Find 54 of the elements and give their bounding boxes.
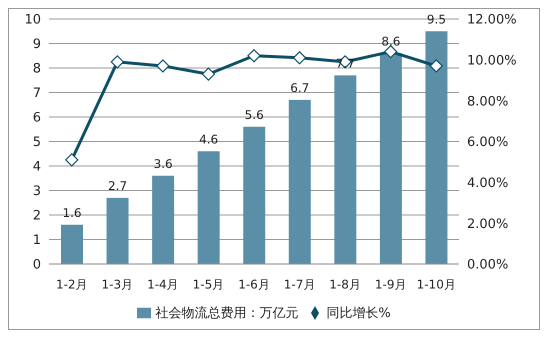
y-tick-label: 8 [32, 62, 41, 77]
data-label: 2.7 [108, 178, 128, 193]
y2-tick-label: 12.00% [467, 12, 517, 28]
data-label: 3.6 [154, 156, 173, 171]
y-tick-label: 7 [32, 86, 41, 102]
x-tick-label: 1-3月 [102, 278, 134, 292]
y-tick-label: 5 [32, 135, 41, 150]
point [110, 55, 124, 68]
y-tick-label: 1 [32, 233, 41, 248]
x-tick-label: 1-2月 [56, 278, 88, 292]
x-tick-label: 1-6月 [238, 278, 270, 292]
y2-tick-label: 4.00% [467, 176, 508, 191]
y-tick-label: 0 [32, 258, 41, 273]
bar [198, 151, 220, 264]
bar [334, 75, 356, 264]
point [292, 51, 306, 64]
bar [243, 126, 266, 264]
point [202, 68, 216, 81]
point [384, 45, 398, 58]
bar [152, 176, 174, 264]
y2-tick-label: 6.00% [467, 135, 508, 150]
bar [288, 100, 311, 264]
y2-tick-label: 8.00% [467, 94, 508, 110]
y-tick-label: 6 [32, 110, 41, 126]
x-tick-label: 1-8月 [329, 278, 361, 292]
data-label: 1.6 [62, 206, 82, 220]
y-tick-label: 9 [32, 37, 41, 52]
data-label: 8.6 [381, 34, 400, 48]
point [430, 59, 443, 73]
bar [380, 53, 402, 264]
data-label: 5.6 [244, 108, 264, 122]
x-tick-label: 1-10月 [416, 278, 456, 292]
y-tick-label: 2 [32, 208, 41, 224]
bar [61, 224, 83, 264]
legend-label: 社会物流总费用：万亿元 [155, 306, 298, 321]
point [65, 153, 78, 166]
data-label: 4.6 [199, 132, 218, 146]
data-label: 9.5 [426, 12, 446, 26]
x-tick-label: 1-7月 [284, 278, 316, 292]
y2-tick-label: 10.00% [467, 53, 517, 68]
y2-tick-label: 2.00% [467, 216, 508, 232]
x-tick-label: 1-9月 [374, 278, 406, 292]
bar [106, 198, 129, 264]
y-tick-label: 3 [32, 184, 41, 200]
data-label: 6.7 [290, 80, 310, 95]
x-tick-label: 1-4月 [147, 278, 179, 292]
x-tick-label: 1-5月 [192, 278, 224, 292]
y2-tick-label: 0.00% [467, 258, 508, 273]
point [247, 49, 261, 62]
bar [425, 31, 448, 264]
legend-label: 同比增长% [326, 306, 391, 321]
y-tick-label: 10 [24, 12, 41, 28]
point [156, 59, 170, 73]
y-tick-label: 4 [32, 160, 41, 175]
